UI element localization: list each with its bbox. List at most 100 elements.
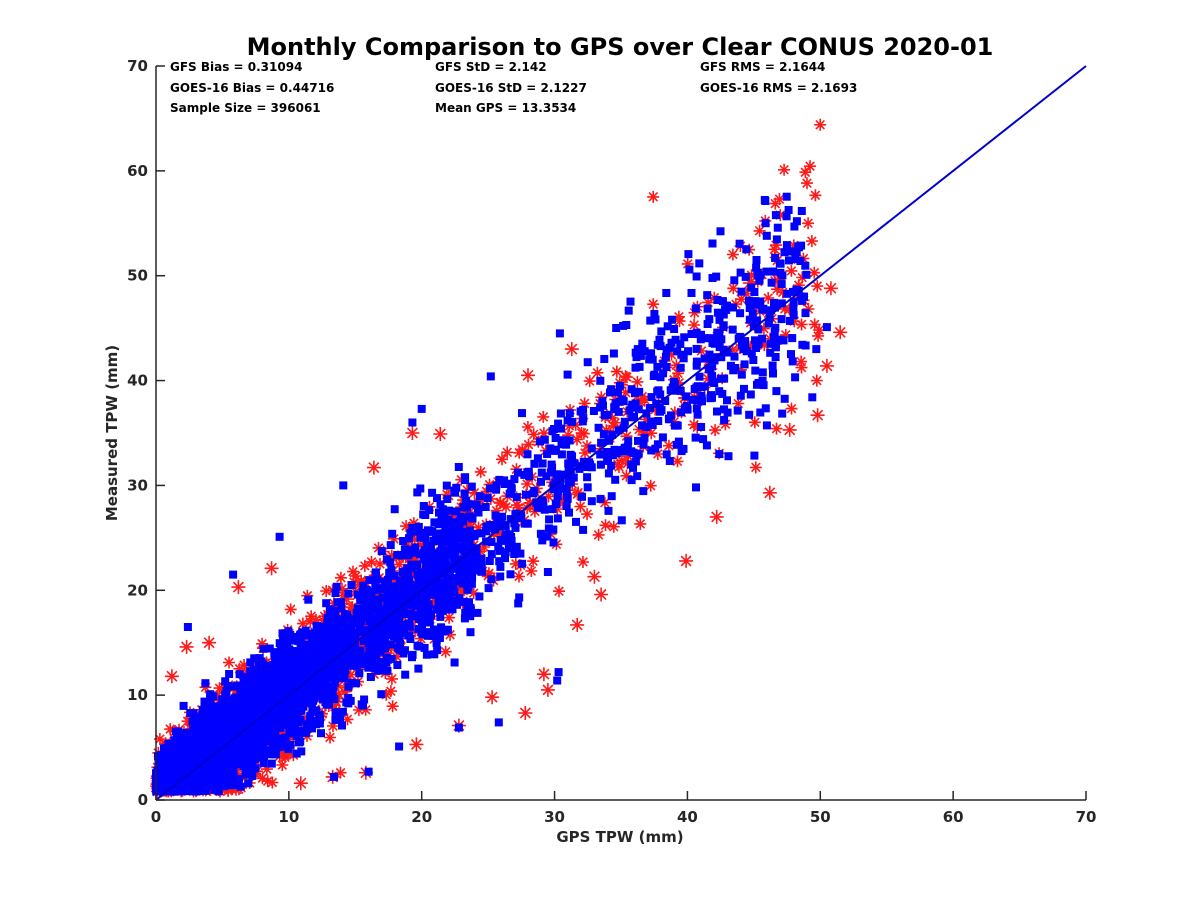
goes16-point: [245, 765, 254, 774]
goes16-point: [792, 217, 801, 226]
goes16-point: [462, 562, 471, 571]
goes16-point: [551, 434, 560, 442]
goes16-point: [744, 296, 753, 305]
gfs-point: [261, 775, 274, 788]
gfs-point: [355, 574, 368, 587]
gfs-point: [695, 345, 708, 357]
goes16-point: [661, 352, 670, 361]
goes16-point: [779, 336, 788, 345]
goes16-point: [762, 267, 771, 276]
gfs-point: [619, 370, 632, 383]
goes16-point: [265, 644, 274, 653]
gfs-point: [494, 497, 506, 510]
goes16-point: [638, 421, 646, 430]
goes16-point: [426, 542, 435, 551]
gfs-point: [304, 615, 317, 628]
goes16-point: [662, 450, 671, 459]
goes16-point: [393, 661, 402, 669]
goes16-point: [246, 679, 254, 688]
goes16-point: [422, 594, 430, 603]
goes16-point: [322, 635, 331, 643]
goes16-point: [789, 298, 798, 307]
gfs-point: [537, 427, 550, 440]
goes16-point: [703, 304, 712, 313]
goes16-point: [511, 523, 520, 532]
goes16-point: [762, 421, 771, 430]
gfs-point: [758, 339, 771, 352]
goes16-point: [458, 579, 467, 588]
gfs-point: [606, 412, 619, 424]
goes16-point: [437, 542, 446, 551]
gfs-point: [551, 503, 564, 515]
goes16-point: [777, 299, 786, 308]
goes16-point: [506, 570, 515, 579]
goes16-point: [395, 586, 404, 595]
goes16-point: [341, 666, 350, 675]
goes16-point: [206, 690, 215, 699]
goes16-point: [652, 399, 661, 408]
gfs-point: [386, 700, 399, 713]
goes16-point: [206, 702, 215, 711]
gfs-point: [223, 656, 235, 669]
gfs-point: [571, 488, 584, 501]
goes16-point: [566, 467, 575, 476]
goes16-point: [317, 676, 325, 685]
plot-area: [150, 65, 1087, 801]
goes16-point: [322, 682, 331, 691]
goes16-point: [665, 457, 674, 465]
goes16-point: [331, 715, 340, 724]
gfs-point: [619, 386, 632, 399]
goes16-point: [611, 475, 620, 484]
goes16-point: [599, 430, 608, 439]
goes16-point: [692, 357, 701, 366]
goes16-point: [324, 688, 333, 697]
gfs-point: [513, 446, 526, 459]
goes16-point: [280, 667, 288, 675]
goes16-point: [236, 754, 245, 763]
goes16-point: [393, 551, 402, 559]
goes16-point: [607, 461, 616, 470]
goes16-point: [483, 494, 492, 503]
gfs-point: [727, 282, 740, 295]
goes16-point: [198, 705, 207, 714]
goes16-point: [563, 370, 572, 379]
goes16-point: [390, 571, 399, 580]
goes16-point: [420, 581, 429, 590]
goes16-point: [401, 670, 410, 679]
goes16-point: [533, 503, 542, 512]
goes16-point: [653, 362, 662, 371]
gfs-point: [525, 565, 538, 577]
goes16-point: [467, 482, 476, 491]
gfs-point: [316, 614, 329, 627]
goes16-point: [305, 653, 314, 662]
goes16-point: [425, 506, 434, 514]
goes16-point: [434, 537, 443, 545]
goes16-point: [747, 349, 756, 358]
gfs-point: [613, 461, 625, 473]
goes16-point: [796, 257, 805, 265]
gfs-point: [808, 266, 821, 279]
gfs-point: [341, 713, 354, 726]
gfs-point: [496, 453, 508, 466]
goes16-point: [715, 450, 724, 459]
gfs-point: [770, 272, 785, 287]
gfs-point: [474, 465, 487, 478]
gfs-point: [509, 557, 522, 570]
goes16-point: [556, 480, 565, 488]
gfs-point: [336, 582, 348, 595]
goes16-point: [440, 537, 448, 546]
goes16-point: [415, 615, 423, 623]
goes16-point: [433, 494, 441, 503]
goes16-point: [399, 537, 408, 545]
goes16-point: [557, 450, 566, 459]
goes16-point: [341, 658, 350, 667]
goes16-point: [635, 387, 644, 396]
goes16-point: [620, 417, 629, 426]
goes16-point: [726, 361, 735, 370]
goes16-point: [512, 493, 521, 502]
goes16-point: [734, 334, 743, 343]
goes16-point: [715, 330, 724, 338]
gfs-point: [349, 570, 362, 583]
gfs-point: [282, 747, 295, 760]
goes16-point: [693, 396, 702, 404]
